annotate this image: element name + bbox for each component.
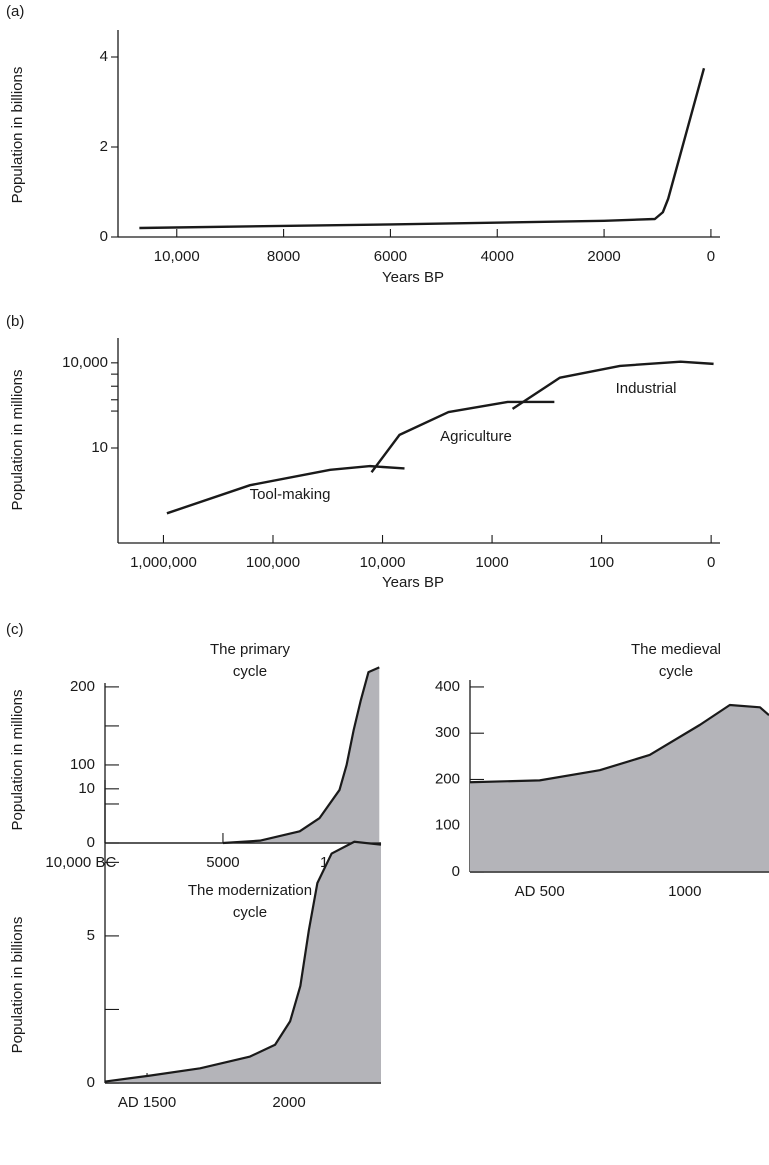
y-tick-label: 2 xyxy=(100,138,108,155)
x-tick-label: 0 xyxy=(707,554,715,571)
y-tick-label: 0 xyxy=(452,863,460,880)
x-tick-label: 2000 xyxy=(272,1094,305,1111)
series-label: Industrial xyxy=(616,380,677,397)
x-tick-label: 2000 xyxy=(587,248,620,265)
line xyxy=(511,360,714,410)
chart-title: The primary xyxy=(210,641,291,658)
area xyxy=(470,704,769,872)
y-tick-label: 100 xyxy=(435,817,460,834)
area xyxy=(222,667,380,843)
x-tick-label: 10,000 xyxy=(154,248,200,265)
line xyxy=(139,67,706,230)
y-tick-label: 4 xyxy=(100,48,108,65)
x-axis-label: Years BP xyxy=(382,574,444,591)
x-tick-label: 1000 xyxy=(668,883,701,900)
y-tick-label: 400 xyxy=(435,678,460,695)
x-tick-label: 6000 xyxy=(374,248,407,265)
x-tick-label: 1,000,000 xyxy=(130,554,197,571)
panel-label: (a) xyxy=(6,3,24,20)
x-axis-label: Years BP xyxy=(382,269,444,286)
series-label: Tool-making xyxy=(250,486,331,503)
y-tick-label: 0 xyxy=(87,1074,95,1091)
y-tick-label: 0 xyxy=(100,228,108,245)
series-label: Agriculture xyxy=(440,428,512,445)
y-tick-label: 200 xyxy=(435,770,460,787)
x-tick-label: 100 xyxy=(589,554,614,571)
y-tick-label: 0 xyxy=(87,834,95,851)
x-tick-label: 10,000 BC xyxy=(45,854,116,871)
x-tick-label: 10,000 xyxy=(360,554,406,571)
y-tick-label: 10,000 xyxy=(62,354,108,371)
y-axis-label: Population in billions xyxy=(9,67,26,204)
x-tick-label: 0 xyxy=(707,248,715,265)
y-tick-label: 300 xyxy=(435,724,460,741)
chart-title: The modernization xyxy=(188,882,312,899)
y-tick-label: 5 xyxy=(87,927,95,944)
y-axis-label: Population in millions xyxy=(9,690,26,831)
x-tick-label: 8000 xyxy=(267,248,300,265)
area xyxy=(105,841,381,1083)
x-tick-label: AD 1500 xyxy=(118,1094,176,1111)
y-axis-label: Population in billions xyxy=(9,917,26,1054)
x-tick-label: AD 500 xyxy=(515,883,565,900)
chart-title: The medieval xyxy=(631,641,721,658)
line xyxy=(222,666,380,845)
x-tick-label: 5000 xyxy=(206,854,239,871)
y-tick-label: 10 xyxy=(91,439,108,456)
y-tick-label: 200 xyxy=(70,678,95,695)
chart-title: cycle xyxy=(233,663,267,680)
line xyxy=(469,703,769,784)
y-axis-label: Population in millions xyxy=(9,370,26,511)
line xyxy=(104,840,382,1083)
chart-title: cycle xyxy=(233,904,267,921)
panel-label: (b) xyxy=(6,313,24,330)
x-tick-label: 1000 xyxy=(475,554,508,571)
y-tick-label: 10 xyxy=(78,780,95,797)
x-tick-label: 4000 xyxy=(481,248,514,265)
panel-label: (c) xyxy=(6,621,24,638)
line xyxy=(166,464,405,515)
y-tick-label: 100 xyxy=(70,756,95,773)
chart-title: cycle xyxy=(659,663,693,680)
x-tick-label: 100,000 xyxy=(246,554,300,571)
